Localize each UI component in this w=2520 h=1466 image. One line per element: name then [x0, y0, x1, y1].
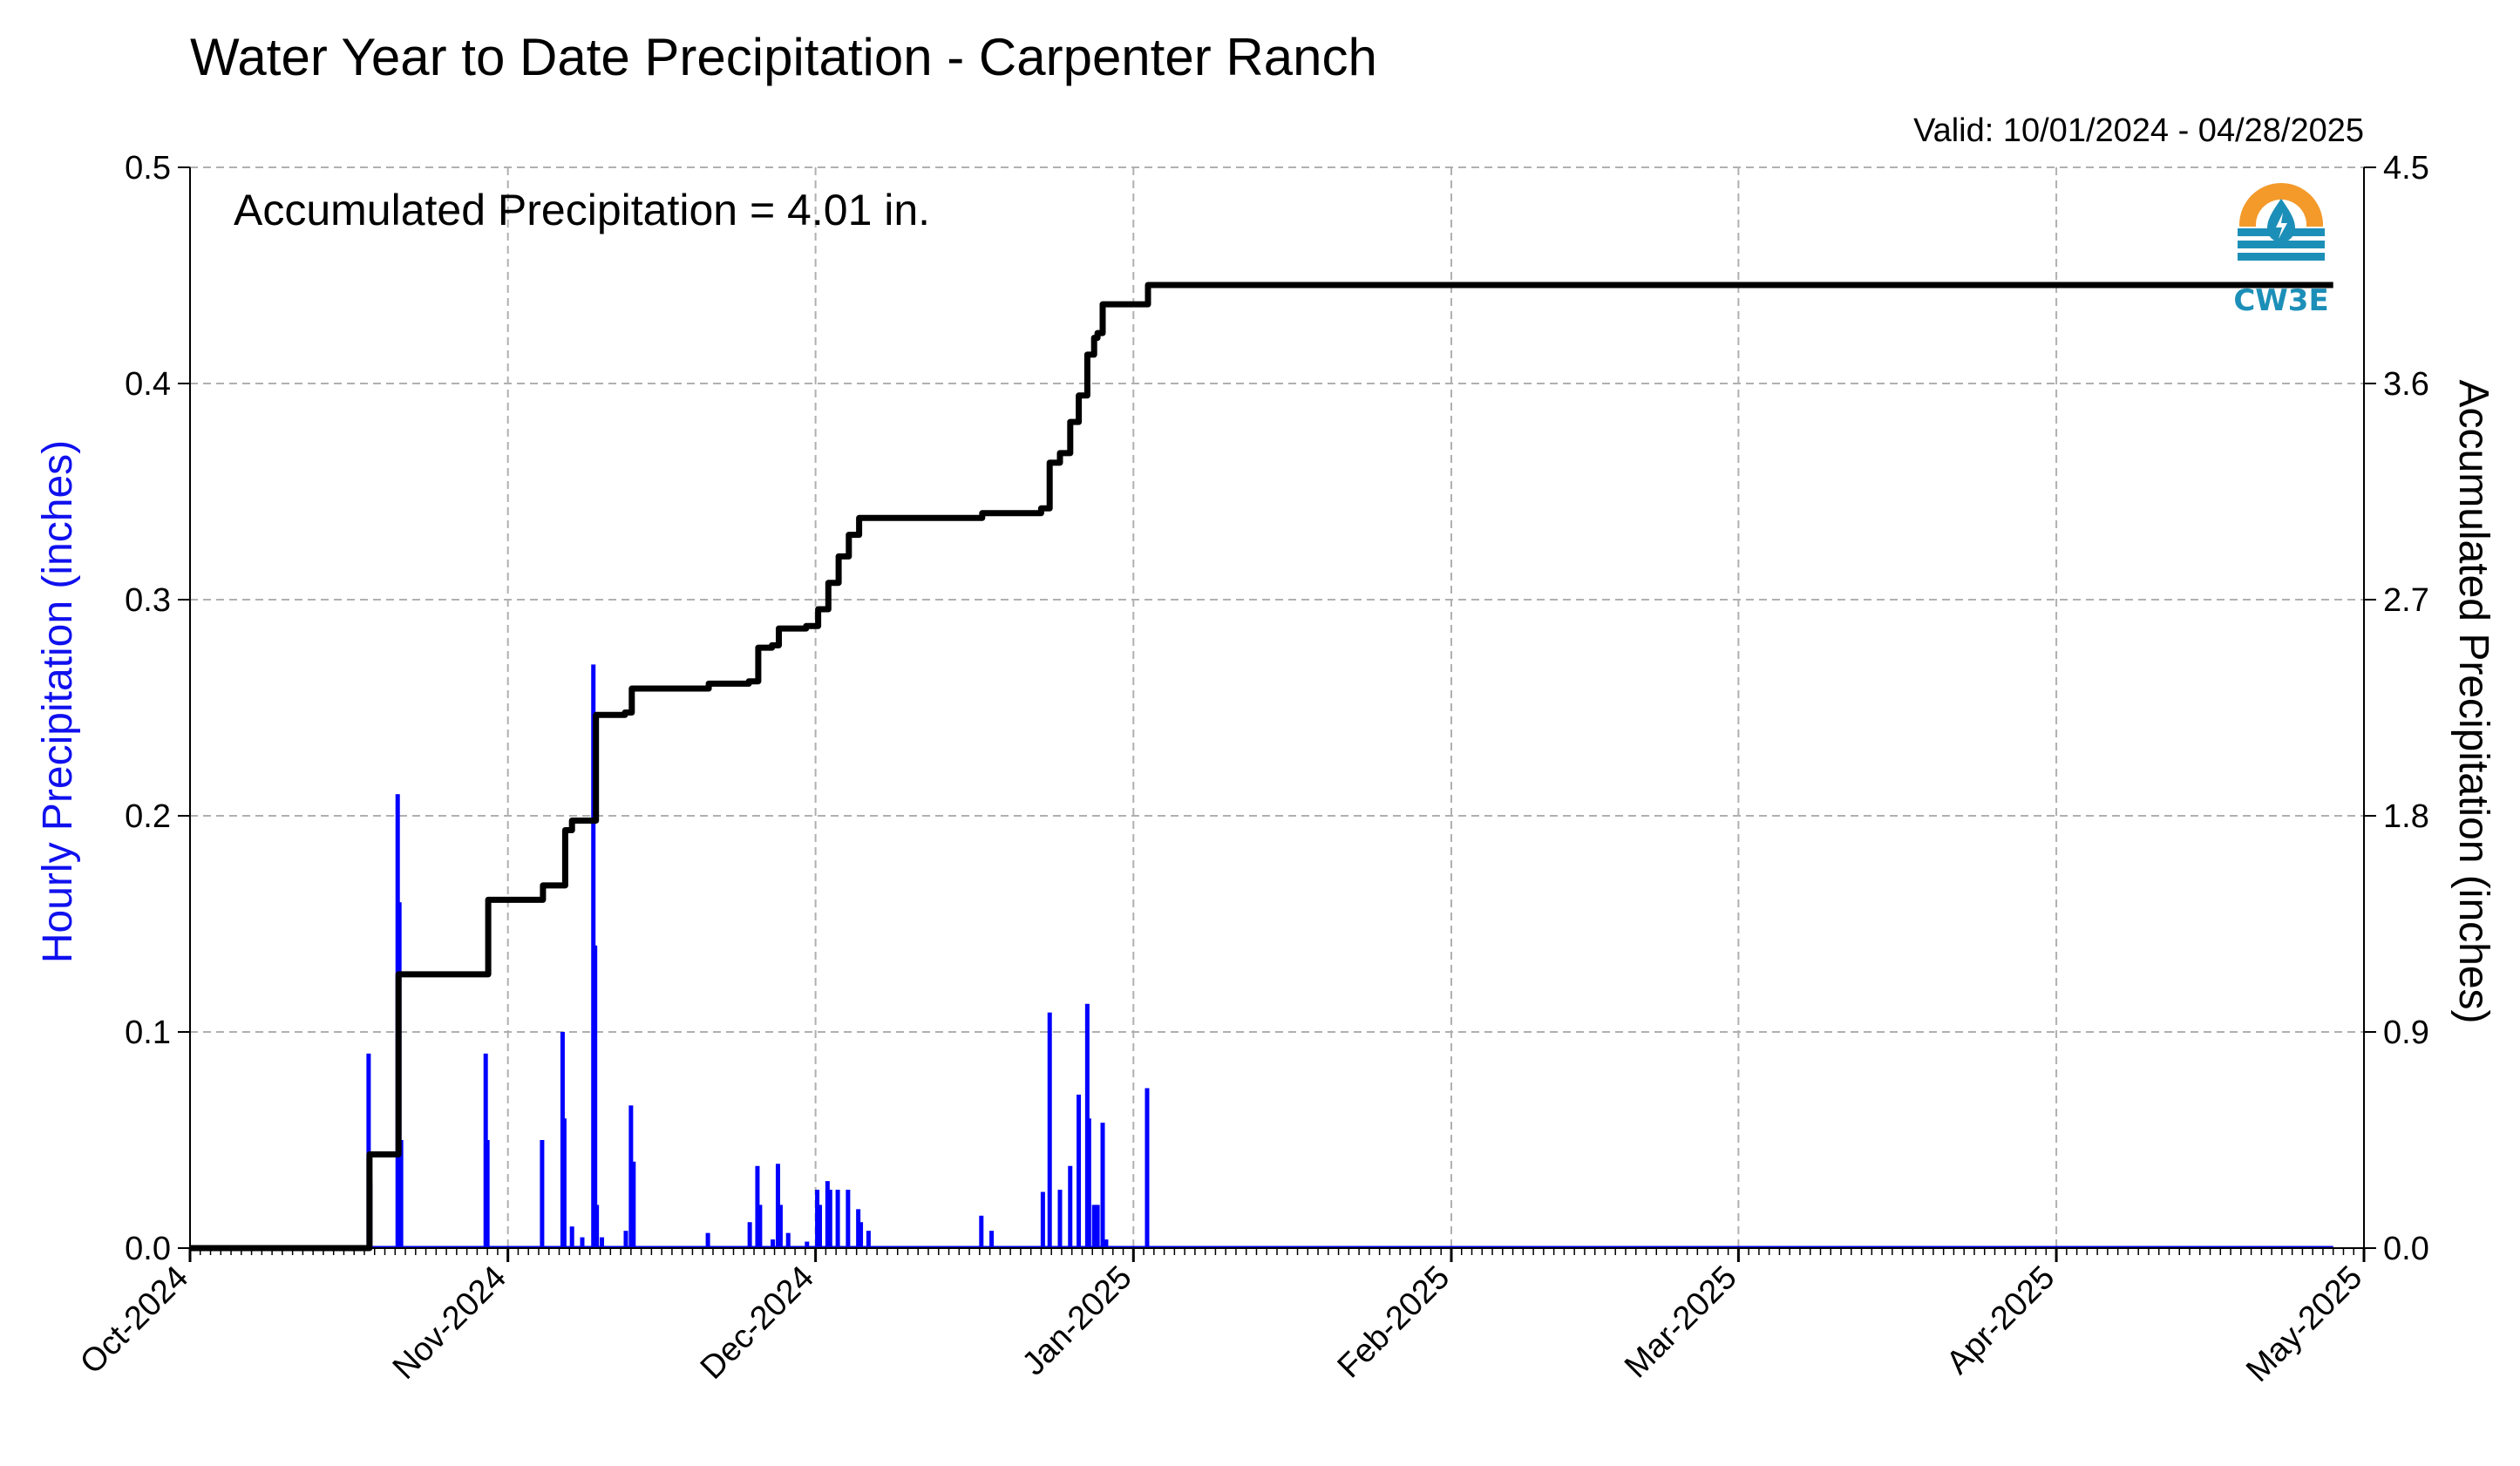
hourly-precip-bar: [561, 1118, 567, 1248]
hourly-precip-bar: [818, 1205, 823, 1248]
right-axis-label: Accumulated Precipitation (inches): [2450, 379, 2496, 1023]
hourly-precip-bar: [580, 1237, 585, 1248]
hourly-precip-bar: [705, 1232, 710, 1248]
left-tick-label: 0.4: [125, 366, 171, 403]
hourly-precip-bar: [594, 1205, 600, 1248]
right-tick-label: 1.8: [2383, 798, 2429, 835]
right-tick-label: 0.0: [2383, 1231, 2429, 1267]
hourly-precip-bar: [856, 1209, 861, 1248]
hourly-precip-bar: [623, 1231, 628, 1248]
hourly-precip-bar: [366, 1053, 371, 1248]
hourly-precip-bar: [747, 1222, 752, 1248]
right-tick-label: 0.9: [2383, 1015, 2429, 1051]
axes: 0.0 0.1 0.2 0.3 0.4 0.5 0.0 0.9 1.8 2.7 3.6 4.5 Oct-…: [73, 150, 2429, 1389]
hourly-precip-bar: [1068, 1165, 1073, 1248]
hourly-precip-bar: [1040, 1191, 1045, 1248]
hourly-precip-bar: [771, 1239, 776, 1248]
x-tick-label: Dec-2024: [694, 1259, 821, 1387]
grid-lines: [189, 166, 2365, 1249]
hourly-precip-bar: [805, 1241, 810, 1248]
hourly-precip-bar: [1091, 1205, 1097, 1248]
right-tick-label: 4.5: [2383, 150, 2429, 187]
right-tick-label: 3.6: [2383, 366, 2429, 403]
hourly-precip-bars: [190, 664, 2333, 1249]
hourly-precip-bar: [1047, 1012, 1052, 1248]
hourly-precip-bar: [866, 1231, 871, 1248]
hourly-precip-bar: [835, 1190, 840, 1248]
hourly-precip-bar: [846, 1190, 851, 1248]
accumulated-precip-line: [190, 282, 2333, 1252]
hourly-precip-bar: [827, 1190, 832, 1248]
hourly-precip-bar: [1095, 1205, 1100, 1248]
hourly-precip-bar: [757, 1205, 763, 1248]
x-tick-label: May-2025: [2239, 1259, 2369, 1389]
hourly-precip-bar: [1100, 1123, 1105, 1248]
hourly-precip-bar: [569, 1226, 574, 1248]
x-tick-label: Apr-2025: [1939, 1259, 2062, 1381]
hourly-precip-bar: [485, 1140, 490, 1248]
hourly-precip-bar: [989, 1231, 995, 1248]
hourly-precip-bar: [825, 1181, 830, 1248]
hourly-precip-bar: [631, 1161, 636, 1248]
left-tick-label: 0.3: [125, 582, 171, 619]
hourly-precip-bar: [1057, 1190, 1063, 1248]
hourly-precip-bar: [1104, 1239, 1109, 1248]
hourly-precip-bar: [600, 1237, 605, 1248]
hourly-precip-bar: [593, 945, 598, 1248]
hourly-precip-bar: [979, 1215, 984, 1248]
left-axis-label: Hourly Precipitation (inches): [35, 440, 81, 963]
hourly-precip-bar: [785, 1232, 791, 1248]
hourly-precip-bar: [628, 1105, 634, 1248]
chart-title: Water Year to Date Precipitation - Carpe…: [190, 28, 1377, 86]
left-tick-label: 0.0: [125, 1231, 171, 1267]
accumulated-total-annotation: Accumulated Precipitation = 4.01 in.: [234, 186, 930, 234]
hourly-precip-bar: [859, 1222, 864, 1248]
hourly-precip-bar: [1086, 1118, 1091, 1248]
logo-text: CW3E: [2233, 283, 2328, 318]
hourly-precip-bar: [815, 1190, 820, 1248]
left-tick-label: 0.5: [125, 150, 171, 187]
hourly-precip-bar: [778, 1205, 783, 1248]
left-tick-label: 0.2: [125, 798, 171, 835]
hourly-precip-bar: [398, 1140, 404, 1248]
x-tick-label: Jan-2025: [1015, 1259, 1139, 1383]
x-tick-label: Mar-2025: [1618, 1259, 1744, 1386]
hourly-precip-bar: [1077, 1094, 1082, 1248]
hourly-precip-bar: [775, 1164, 780, 1248]
x-tick-label: Nov-2024: [386, 1259, 513, 1387]
cw3e-logo-icon: CW3E: [2233, 183, 2329, 318]
hourly-precip-bar: [1145, 1088, 1150, 1248]
left-tick-label: 0.1: [125, 1015, 171, 1051]
hourly-precip-bar: [755, 1165, 760, 1248]
x-tick-label: Feb-2025: [1331, 1259, 1457, 1386]
x-tick-label: Oct-2024: [73, 1259, 195, 1381]
valid-date-range: Valid: 10/01/2024 - 04/28/2025: [1913, 112, 2364, 149]
hourly-precip-bar: [540, 1140, 545, 1248]
right-tick-label: 2.7: [2383, 582, 2429, 619]
accumulated-precip-line-group: [190, 282, 2333, 1252]
